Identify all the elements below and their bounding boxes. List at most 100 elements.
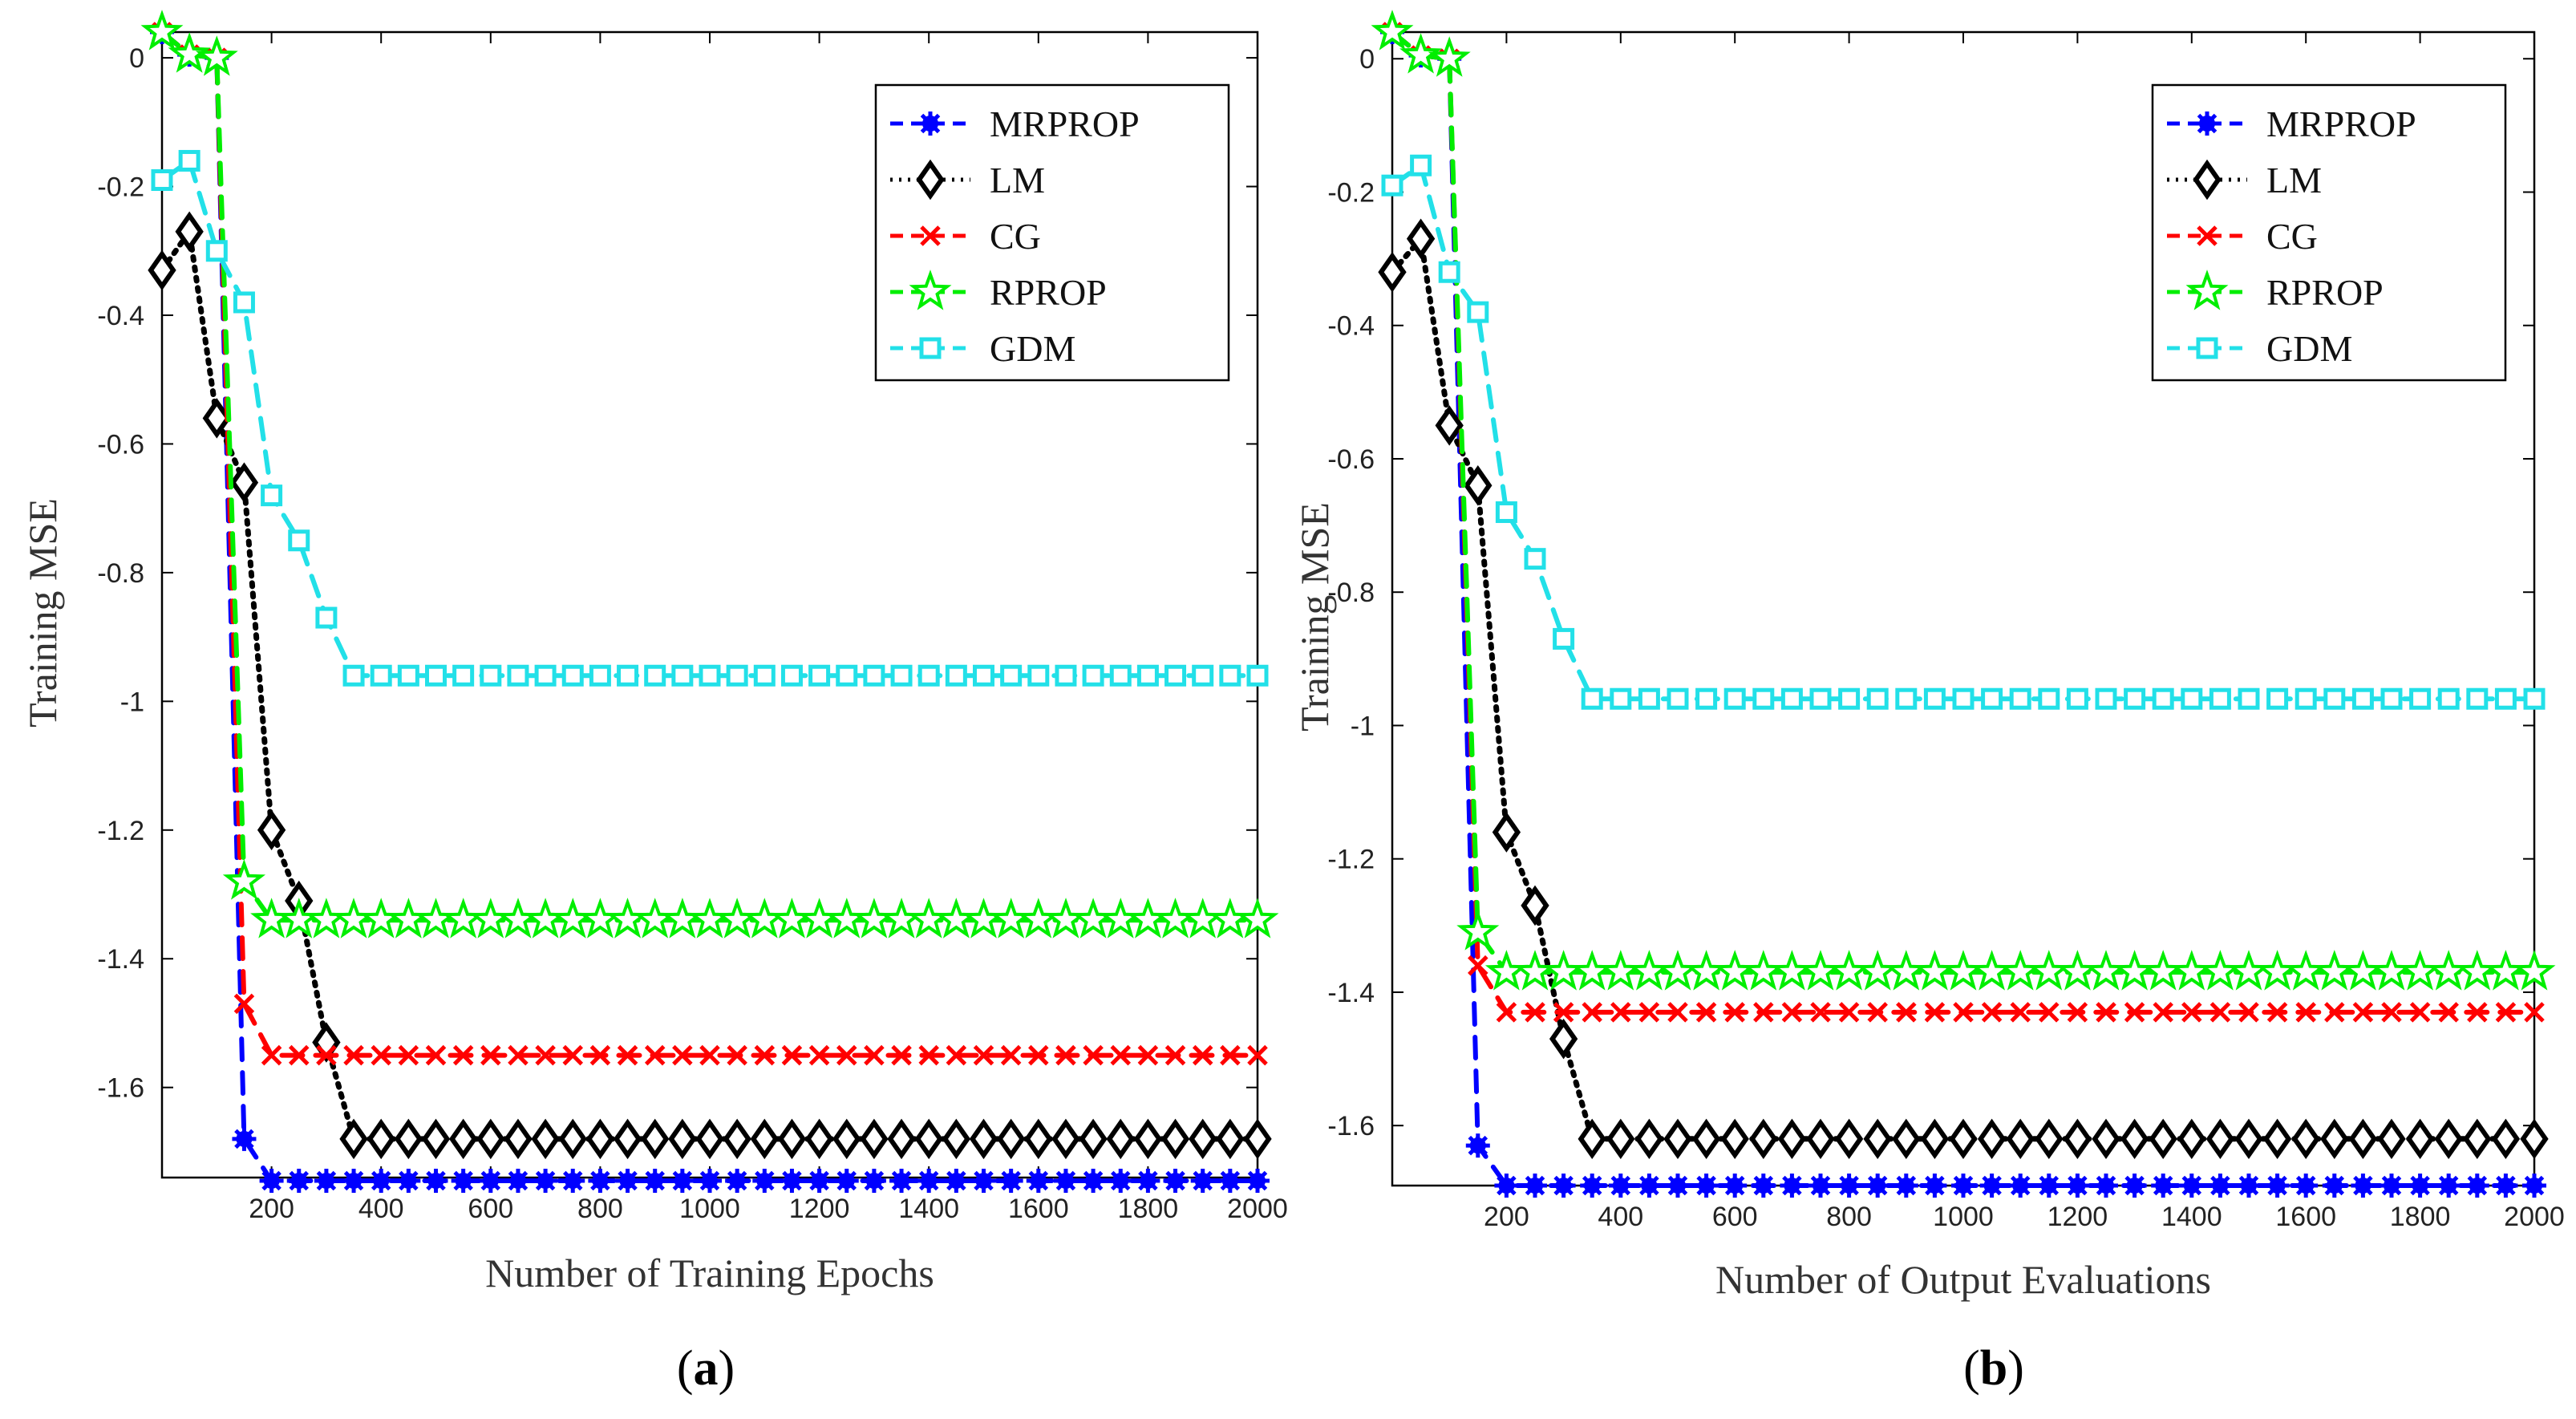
p0-s4-point-16 bbox=[589, 664, 611, 687]
p0-s4-point-20 bbox=[699, 664, 721, 687]
p1-s0-point-20 bbox=[1951, 1174, 1975, 1198]
x-tick-label: 1800 bbox=[1118, 1194, 1179, 1224]
p1-s1-point-36 bbox=[2405, 1118, 2435, 1160]
p0-s2-point-37 bbox=[1164, 1044, 1186, 1066]
p1-s0-point-17 bbox=[1865, 1174, 1890, 1198]
p1-s0-point-34 bbox=[2351, 1174, 2376, 1198]
p0-s1-point-37 bbox=[1160, 1118, 1190, 1160]
p1-s4-point-31 bbox=[2266, 687, 2289, 710]
y-tick-label: -0.2 bbox=[97, 172, 144, 203]
x-tick-label: 400 bbox=[1598, 1202, 1643, 1232]
p0-s1-point-10 bbox=[421, 1118, 451, 1160]
p1-s2-point-22 bbox=[2010, 1002, 2031, 1023]
p0-s0-point-22 bbox=[752, 1169, 777, 1194]
p0-s0-point-24 bbox=[807, 1169, 832, 1194]
p0-s1-point-8 bbox=[367, 1118, 395, 1160]
p1-s1-point-40 bbox=[2520, 1118, 2549, 1160]
p1-s2-point-23 bbox=[2039, 1002, 2060, 1023]
p1-s0-point-33 bbox=[2322, 1174, 2347, 1198]
p1-s1-point-27 bbox=[2149, 1118, 2177, 1160]
y-tick-label: 0 bbox=[129, 43, 144, 74]
p1-s1-point-9 bbox=[1634, 1118, 1664, 1160]
p0-s3-point-0 bbox=[140, 10, 184, 51]
p0-s1-point-22 bbox=[750, 1118, 779, 1160]
p0-s3-point-2 bbox=[195, 35, 238, 76]
x-tick-label: 200 bbox=[249, 1194, 294, 1224]
y-tick-label: 0 bbox=[1359, 44, 1375, 75]
p0-s4-point-30 bbox=[973, 664, 994, 687]
p1-s2-point-31 bbox=[2266, 1002, 2288, 1023]
x-tick-label: 600 bbox=[1712, 1202, 1758, 1232]
p1-s2-point-21 bbox=[1981, 1002, 2003, 1023]
y-tick-label: -1.4 bbox=[1327, 978, 1375, 1008]
p0-slegend-point-2 bbox=[920, 225, 941, 246]
p1-s0-point-24 bbox=[2065, 1174, 2090, 1198]
p1-s0-point-23 bbox=[2036, 1174, 2061, 1198]
p1-s4-point-14 bbox=[1780, 687, 1803, 710]
p1-s2-point-24 bbox=[2067, 1002, 2088, 1023]
p1-s4-point-37 bbox=[2437, 687, 2460, 710]
p1-s4-point-11 bbox=[1695, 687, 1718, 710]
p1-s1-point-35 bbox=[2377, 1118, 2406, 1160]
p0-s2-point-5 bbox=[288, 1044, 310, 1066]
legend-label: CG bbox=[990, 216, 1041, 257]
p0-s1-point-38 bbox=[1189, 1118, 1217, 1160]
p0-s2-point-15 bbox=[562, 1044, 584, 1066]
p0-s3-point-40 bbox=[1236, 898, 1279, 939]
p0-s1-point-18 bbox=[641, 1118, 670, 1160]
p1-s2-point-4 bbox=[1496, 1002, 1517, 1023]
p1-s4-point-19 bbox=[1923, 687, 1946, 710]
p0-s2-point-12 bbox=[480, 1044, 501, 1066]
p1-s4-point-16 bbox=[1838, 687, 1861, 710]
p0-s0-point-38 bbox=[1190, 1169, 1215, 1194]
p1-s1-point-3 bbox=[1464, 464, 1493, 506]
p1-s2-point-39 bbox=[2495, 1002, 2517, 1023]
y-tick-label: -0.8 bbox=[97, 558, 144, 589]
p1-s0-point-22 bbox=[2008, 1174, 2033, 1198]
p1-s0-point-13 bbox=[1751, 1174, 1776, 1198]
p1-slegend-point-1 bbox=[2193, 159, 2222, 201]
p0-s1-point-39 bbox=[1216, 1118, 1245, 1160]
x-tick-label: 2000 bbox=[1227, 1194, 1288, 1224]
p0-s0-point-6 bbox=[314, 1169, 338, 1194]
p0-s4-point-29 bbox=[945, 664, 967, 687]
p0-s1-point-14 bbox=[531, 1118, 560, 1160]
p1-s4-point-39 bbox=[2494, 687, 2517, 710]
p1-s0-point-18 bbox=[1894, 1174, 1918, 1198]
x-axis-label: Number of Training Epochs bbox=[485, 1251, 934, 1295]
p0-s1-point-21 bbox=[723, 1118, 751, 1160]
p0-s2-point-27 bbox=[891, 1044, 912, 1066]
legend: MRPROP LM CG RPROP GDM bbox=[2151, 83, 2507, 382]
p0-s2-point-16 bbox=[589, 1044, 611, 1066]
p1-s0-point-39 bbox=[2493, 1174, 2518, 1198]
p0-s4-point-0 bbox=[151, 169, 173, 192]
p0-s0-point-25 bbox=[834, 1169, 859, 1194]
p1-s4-point-35 bbox=[2380, 687, 2403, 710]
p0-s1-point-4 bbox=[257, 809, 286, 851]
p1-s4-point-20 bbox=[1952, 687, 1975, 710]
p1-s1-point-18 bbox=[1892, 1118, 1921, 1160]
p1-s4-point-24 bbox=[2066, 687, 2088, 710]
y-tick-label: -1.6 bbox=[97, 1073, 144, 1104]
p0-s4-point-18 bbox=[644, 664, 666, 687]
y-tick-label: -1.4 bbox=[97, 944, 144, 975]
p0-s4-point-37 bbox=[1164, 664, 1187, 687]
p1-s4-point-33 bbox=[2323, 687, 2346, 710]
p0-s4-point-8 bbox=[370, 664, 392, 687]
p0-s0-point-17 bbox=[615, 1169, 640, 1194]
p1-s1-point-28 bbox=[2177, 1118, 2206, 1160]
p1-s0-point-32 bbox=[2294, 1174, 2319, 1198]
p0-s2-point-14 bbox=[535, 1044, 556, 1066]
p0-s4-point-9 bbox=[397, 664, 419, 687]
p1-s0-point-27 bbox=[2151, 1174, 2176, 1198]
p1-s1-point-8 bbox=[1606, 1118, 1635, 1160]
x-tick-label: 1000 bbox=[679, 1194, 740, 1224]
p1-slegend-point-4 bbox=[2196, 337, 2218, 359]
p1-s4-point-7 bbox=[1581, 687, 1603, 710]
panel-caption: (a) bbox=[677, 1341, 735, 1396]
p1-s1-point-1 bbox=[1406, 218, 1436, 259]
y-tick-label: -0.4 bbox=[1327, 311, 1375, 342]
caption-close: ) bbox=[2007, 1341, 2024, 1396]
p1-s0-point-26 bbox=[2122, 1174, 2147, 1198]
p1-s4-point-6 bbox=[1553, 627, 1575, 650]
